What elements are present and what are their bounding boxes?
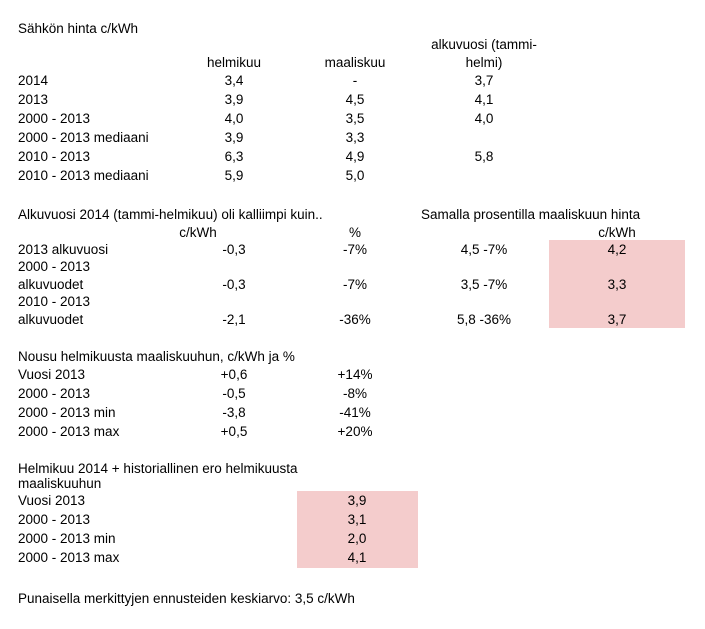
table2-cell-calc: 5,8 -36% xyxy=(456,312,512,327)
table1-cell-mar: 3,3 xyxy=(345,130,365,145)
header-mar: maaliskuu xyxy=(324,55,386,70)
table3-cell-pct: -8% xyxy=(342,386,368,401)
table1-cell-mar: 3,5 xyxy=(345,111,365,126)
table4-row-label: 2000 - 2013 max xyxy=(18,550,120,565)
header-ytd: alkuvuosi (tammi-helmi) xyxy=(431,37,537,70)
table3-row-label: 2000 - 2013 max xyxy=(18,424,120,439)
table3-row-label: Vuosi 2013 xyxy=(18,367,86,382)
header-feb: helmikuu xyxy=(206,55,262,70)
table4-row-label: Vuosi 2013 xyxy=(18,493,86,508)
table2-title: Alkuvuosi 2014 (tammi-helmikuu) oli kall… xyxy=(18,207,323,222)
table2-cell-pct: -7% xyxy=(342,277,368,292)
table1-row-label: 2010 - 2013 xyxy=(18,149,91,164)
table3-cell-ckwh: +0,6 xyxy=(220,367,248,382)
table1-cell-mar: 4,5 xyxy=(345,92,365,107)
table4-row-label: 2000 - 2013 xyxy=(18,512,91,527)
table1-cell-feb: 4,0 xyxy=(224,111,244,126)
table3-cell-ckwh: -3,8 xyxy=(222,405,246,420)
table3-cell-pct: +20% xyxy=(337,424,373,439)
table2-row-label: 2013 alkuvuosi xyxy=(18,242,109,257)
table1-cell-feb: 3,9 xyxy=(224,92,244,107)
table4-cell-value: 4,1 xyxy=(347,550,367,565)
table2-row-label: 2010 - 2013 xyxy=(18,294,91,309)
table3-cell-pct: +14% xyxy=(337,367,373,382)
table1-cell-mar: 4,9 xyxy=(345,149,365,164)
table4-cell-value: 3,9 xyxy=(347,493,367,508)
table4-title-line2: maaliskuuhun xyxy=(18,476,102,491)
table2-highlight xyxy=(549,240,685,328)
table1-cell-ytd: 5,8 xyxy=(474,149,494,164)
table1-cell-feb: 6,3 xyxy=(224,149,244,164)
table4-cell-value: 2,0 xyxy=(347,531,367,546)
table1-cell-feb: 3,9 xyxy=(224,130,244,145)
table2-cell-calc: 3,5 -7% xyxy=(460,277,508,292)
table1-cell-ytd: 3,7 xyxy=(474,73,494,88)
table4-title-line1: Helmikuu 2014 + historiallinen ero helmi… xyxy=(18,461,298,476)
table1-row-label: 2000 - 2013 xyxy=(18,111,91,126)
table2-row-label-cont: alkuvuodet xyxy=(18,312,84,327)
table1-cell-mar: - xyxy=(352,73,358,88)
table1-row-label: 2014 xyxy=(18,73,49,88)
table2-cell-pct: -36% xyxy=(339,312,371,327)
table1-cell-feb: 3,4 xyxy=(224,73,244,88)
table2-cell-ckwh: -0,3 xyxy=(222,277,246,292)
table2-cell-calc: 4,5 -7% xyxy=(460,242,508,257)
table2-right-title: Samalla prosentilla maaliskuun hinta xyxy=(421,207,641,222)
table1-cell-feb: 5,9 xyxy=(224,168,244,183)
table2-col-pct: % xyxy=(348,225,362,240)
table4-row-label: 2000 - 2013 min xyxy=(18,531,116,546)
table4-cell-value: 3,1 xyxy=(347,512,367,527)
table4-highlight xyxy=(297,491,418,568)
table3-title: Nousu helmikuusta maaliskuuhun, c/kWh ja… xyxy=(18,349,295,364)
table2-row-label: 2000 - 2013 xyxy=(18,259,91,274)
table3-cell-pct: -41% xyxy=(339,405,371,420)
table3-row-label: 2000 - 2013 xyxy=(18,386,91,401)
table2-cell-pct: -7% xyxy=(342,242,368,257)
table1-row-label: 2013 xyxy=(18,92,49,107)
table1-cell-ytd: 4,0 xyxy=(474,111,494,126)
table1-row-label: 2010 - 2013 mediaani xyxy=(18,168,149,183)
table2-col-ckwh: c/kWh xyxy=(179,225,217,240)
table2-cell-result: 3,7 xyxy=(607,312,627,327)
table3-row-label: 2000 - 2013 min xyxy=(18,405,116,420)
table1-row-label: 2000 - 2013 mediaani xyxy=(18,130,149,145)
table2-right-col: c/kWh xyxy=(598,225,636,240)
table2-cell-ckwh: -2,1 xyxy=(222,312,246,327)
table1-cell-mar: 5,0 xyxy=(345,168,365,183)
footer-note: Punaisella merkittyjen ennusteiden keski… xyxy=(18,591,355,606)
table3-cell-ckwh: +0,5 xyxy=(220,424,248,439)
table2-cell-ckwh: -0,3 xyxy=(222,242,246,257)
table2-cell-result: 3,3 xyxy=(607,277,627,292)
table2-row-label-cont: alkuvuodet xyxy=(18,277,84,292)
page-title: Sähkön hinta c/kWh xyxy=(18,21,139,36)
table1-cell-ytd: 4,1 xyxy=(474,92,494,107)
table2-cell-result: 4,2 xyxy=(607,242,627,257)
table3-cell-ckwh: -0,5 xyxy=(222,386,246,401)
